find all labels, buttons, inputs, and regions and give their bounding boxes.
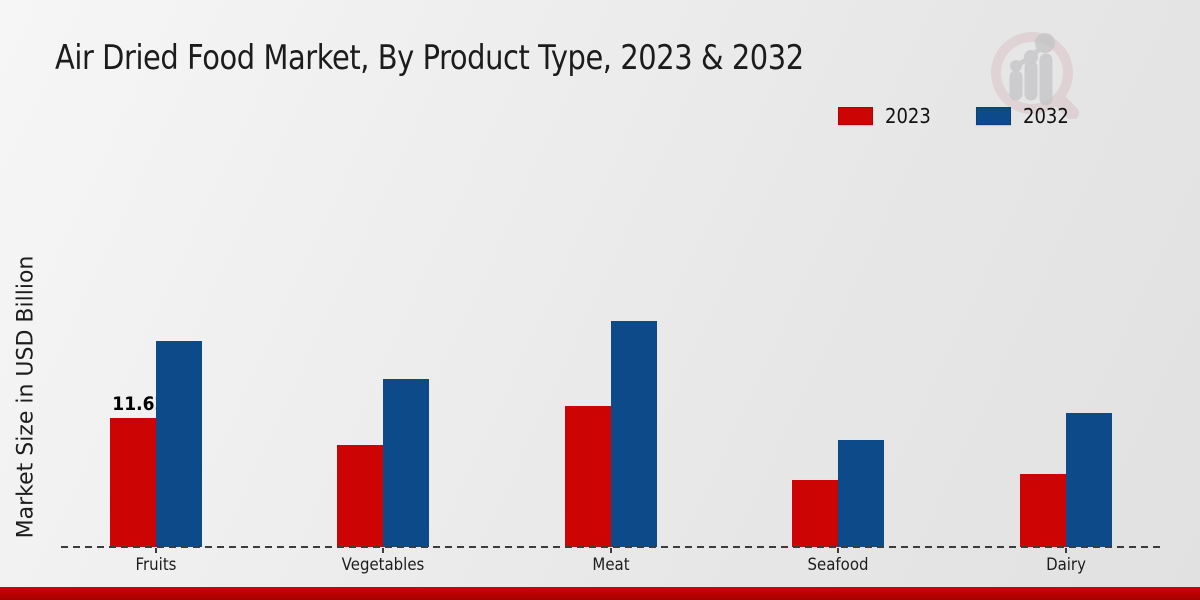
legend: 2023 2032 <box>838 104 1074 128</box>
legend-label-2032: 2032 <box>1022 104 1069 128</box>
x-axis-label-fruits: Fruits <box>135 555 176 575</box>
x-axis-label-meat: Meat <box>591 555 630 575</box>
x-axis-tick-seafood <box>837 548 839 553</box>
chart-title: Air Dried Food Market, By Product Type, … <box>55 38 804 78</box>
x-axis-tick-meat <box>609 548 612 553</box>
bar-2023-meat <box>564 406 611 547</box>
bar-2023-dairy <box>1019 474 1066 547</box>
footer-accent-bar <box>0 587 1200 600</box>
x-axis-baseline <box>61 546 1161 548</box>
bar-2032-meat <box>610 321 657 547</box>
bar-2032-vegetables <box>383 379 429 547</box>
bar-2023-seafood <box>792 480 838 547</box>
legend-item-2032: 2032 <box>975 104 1074 128</box>
legend-swatch-2023 <box>838 107 873 125</box>
x-axis-tick-fruits <box>154 548 157 553</box>
legend-label-2023: 2023 <box>885 104 931 128</box>
x-axis-label-dairy: Dairy <box>1045 555 1086 575</box>
magnifier-handle-icon <box>1052 93 1079 119</box>
x-axis-label-seafood: Seafood <box>807 555 869 575</box>
magnifier-ring-icon <box>991 32 1073 114</box>
legend-swatch-2032 <box>975 107 1011 125</box>
bar-2023-vegetables <box>337 445 383 547</box>
x-axis-label-vegetables: Vegetables <box>341 555 425 575</box>
bar-2032-fruits <box>155 341 202 547</box>
watermark-logo-icon <box>991 32 1079 119</box>
bar-2023-fruits <box>109 418 156 547</box>
x-axis-tick-vegetables <box>382 548 384 553</box>
legend-item-2023: 2023 <box>838 104 936 128</box>
y-axis-label: Market Size in USD Billion <box>13 255 39 539</box>
bar-2032-seafood <box>838 440 884 547</box>
x-axis-tick-dairy <box>1064 548 1067 553</box>
bar-2032-dairy <box>1065 413 1112 547</box>
bar-value-label-fruits: 11.62 <box>111 393 166 415</box>
